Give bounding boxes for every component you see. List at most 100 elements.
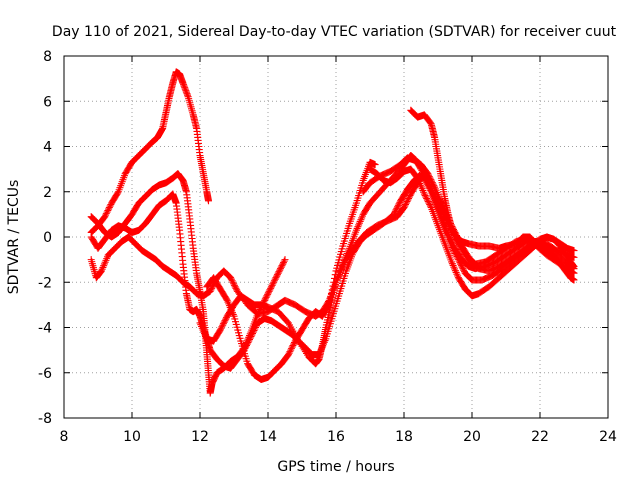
data-point	[449, 240, 457, 248]
data-point	[404, 196, 412, 204]
data-point	[255, 308, 263, 316]
data-point	[216, 326, 224, 334]
data-point	[280, 257, 288, 265]
data-point	[301, 348, 309, 356]
data-point	[224, 298, 232, 306]
data-point	[208, 284, 216, 292]
data-point	[247, 333, 255, 341]
data-point	[447, 237, 455, 245]
data-point	[446, 235, 454, 243]
data-point	[281, 256, 289, 264]
data-point	[426, 174, 434, 182]
data-point	[99, 263, 107, 271]
data-point	[180, 81, 188, 89]
data-point	[348, 247, 356, 255]
data-point	[570, 247, 578, 255]
series-track-5	[203, 158, 379, 384]
data-point	[405, 193, 413, 201]
data-point	[272, 274, 280, 282]
data-point	[249, 330, 257, 338]
data-point	[346, 250, 354, 258]
data-point	[297, 341, 305, 349]
data-point	[437, 197, 445, 205]
data-point	[342, 256, 350, 264]
data-point	[402, 199, 410, 207]
data-point	[420, 188, 428, 196]
data-point	[405, 195, 413, 203]
y-tick-label: -6	[38, 366, 52, 382]
data-point	[279, 259, 287, 267]
data-point	[100, 260, 108, 268]
data-point	[402, 201, 410, 209]
data-point	[344, 252, 352, 260]
data-point	[459, 265, 467, 273]
data-point	[448, 238, 456, 246]
data-point	[284, 351, 292, 359]
data-point	[393, 204, 401, 212]
plot-frame	[63, 55, 609, 419]
data-point	[299, 344, 307, 352]
data-point	[230, 280, 238, 288]
data-point	[219, 321, 227, 329]
data-point	[355, 221, 363, 229]
data-point	[286, 348, 294, 356]
data-point	[273, 272, 281, 280]
data-point	[201, 331, 209, 339]
series-track-9	[366, 165, 578, 300]
data-point	[180, 82, 188, 90]
data-point	[425, 173, 433, 181]
data-point	[196, 319, 204, 327]
data-point	[417, 183, 425, 191]
data-point	[287, 345, 295, 353]
data-point	[205, 197, 212, 205]
x-tick-label: 8	[60, 429, 69, 445]
data-point	[296, 339, 304, 347]
data-point	[421, 192, 429, 200]
data-point	[422, 193, 430, 201]
data-point	[435, 194, 443, 202]
data-point	[227, 275, 235, 283]
data-point	[200, 328, 208, 336]
data-point	[395, 200, 403, 208]
data-point	[228, 277, 236, 285]
data-point	[223, 296, 231, 304]
data-point	[431, 183, 439, 191]
data-point	[446, 234, 454, 242]
data-point	[414, 176, 422, 184]
data-point	[569, 261, 577, 269]
data-point	[248, 331, 256, 339]
data-point	[352, 226, 360, 234]
data-point	[270, 278, 278, 286]
data-point	[403, 198, 411, 206]
data-point	[197, 321, 205, 329]
series-track-8	[407, 106, 578, 284]
data-point	[303, 349, 311, 357]
data-point	[460, 266, 468, 274]
x-tick-label: 24	[599, 429, 617, 445]
data-point	[430, 182, 438, 190]
data-point	[271, 275, 279, 283]
data-point	[425, 199, 433, 207]
data-point	[198, 322, 206, 330]
data-point	[269, 280, 277, 288]
data-point	[350, 243, 358, 251]
data-point	[279, 260, 287, 268]
data-point	[570, 269, 578, 277]
data-point	[428, 179, 436, 187]
data-point	[434, 190, 442, 198]
y-tick-label: -8	[38, 411, 52, 427]
data-point	[261, 295, 269, 303]
data-point	[420, 190, 428, 198]
data-point	[250, 327, 258, 335]
data-point	[245, 337, 253, 345]
data-point	[570, 253, 578, 261]
data-point	[437, 199, 445, 207]
data-point	[432, 187, 440, 195]
data-point	[453, 270, 461, 278]
data-point	[102, 211, 110, 219]
data-point	[179, 79, 187, 87]
data-point	[105, 204, 113, 212]
data-point	[246, 334, 254, 342]
data-point	[415, 178, 423, 186]
data-point	[183, 90, 191, 98]
